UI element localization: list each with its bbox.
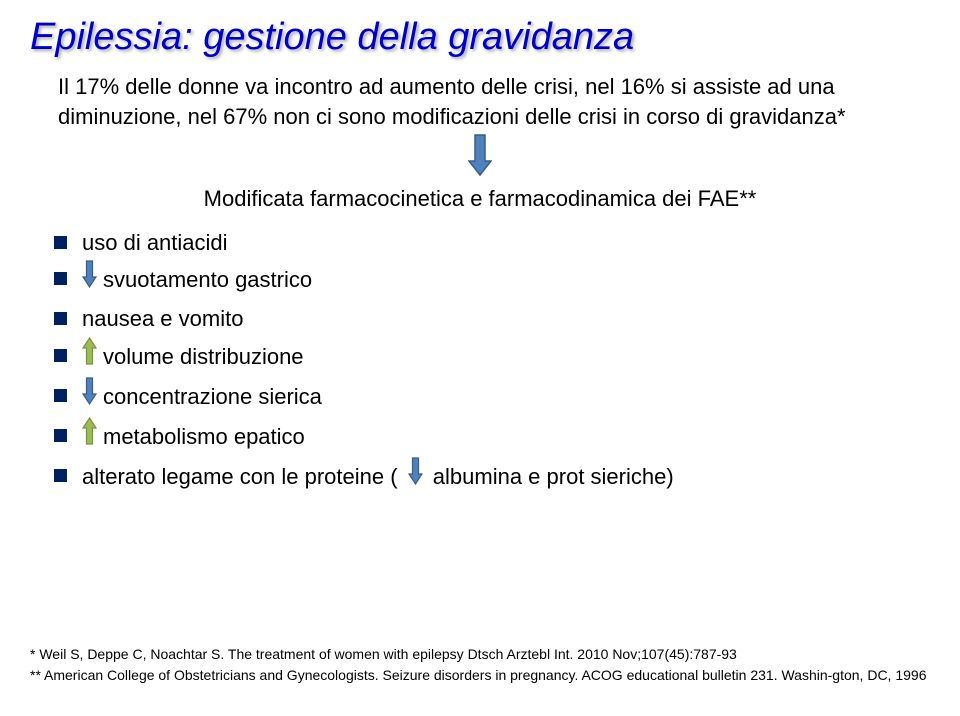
arrow-down-icon: [82, 260, 97, 298]
list-item: nausea e vomito: [48, 302, 930, 336]
footnote-line: * Weil S, Deppe C, Noachtar S. The treat…: [30, 645, 930, 665]
intro-paragraph: Il 17% delle donne va incontro ad aument…: [58, 72, 930, 131]
arrow-down-icon: [408, 457, 423, 495]
bullet-text: uso di antiacidi: [82, 230, 228, 255]
footnote-line: ** American College of Obstetricians and…: [30, 666, 930, 686]
footnotes: * Weil S, Deppe C, Noachtar S. The treat…: [30, 645, 930, 688]
list-item: metabolismo epatico: [48, 419, 930, 457]
arrow-up-icon: [82, 417, 97, 455]
list-item: svuotamento gastrico: [48, 262, 930, 300]
bullet-text: volume distribuzione: [103, 343, 304, 368]
bullet-text: metabolismo epatico: [103, 424, 305, 449]
bullet-text-part: albumina e prot sieriche): [433, 464, 674, 489]
list-item: uso di antiacidi: [48, 226, 930, 260]
bullet-text-part: alterato legame con le proteine (: [82, 464, 398, 489]
bullet-text: nausea e vomito: [82, 306, 243, 331]
arrow-down-icon: [468, 133, 492, 177]
bullet-list: uso di antiacidi svuotamento gastrico na…: [48, 226, 930, 497]
list-item: concentrazione sierica: [48, 379, 930, 417]
bullet-text: svuotamento gastrico: [103, 267, 312, 292]
arrow-down-icon: [82, 377, 97, 415]
slide-title: Epilessia: gestione della gravidanza: [30, 18, 930, 58]
subheading: Modificata farmacocinetica e farmacodina…: [30, 186, 930, 212]
list-item: alterato legame con le proteine ( albumi…: [48, 459, 930, 497]
arrow-up-icon: [82, 337, 97, 375]
list-item: volume distribuzione: [48, 339, 930, 377]
bullet-text: concentrazione sierica: [103, 384, 322, 409]
